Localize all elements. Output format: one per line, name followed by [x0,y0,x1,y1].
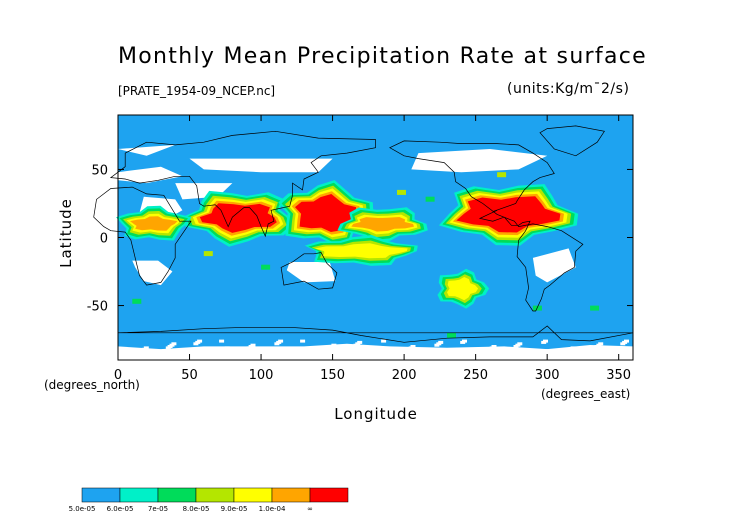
colorbar-swatch [119,487,159,503]
precip-patch-level-6 [295,194,357,232]
no-data-region [132,260,173,286]
no-data-cell [487,347,493,351]
no-data-cell [513,345,519,348]
no-data-cell [140,349,145,353]
no-data-cell [219,339,225,343]
no-data-cell [165,346,171,350]
precip-patch-level-6 [199,203,277,233]
colorbar-label: 9.0e-05 [221,505,248,513]
no-data-cell [463,349,469,353]
x-tick-label: 300 [535,368,560,383]
colorbar: 5.0e-05 6.0e-05 7e-05 8.0e-05 9.0e-05 1.0e-04… [69,487,349,513]
chart-subtitle: [PRATE_1954-09_NCEP.nc] [118,84,276,98]
y-tick-label: 50 [91,163,108,178]
coastline [280,252,338,290]
coastline [109,130,376,238]
precip-cell [261,264,271,270]
no-data-region [532,248,576,283]
coastline [117,325,634,343]
precip-patch-level-5 [351,217,414,232]
coastline [93,186,192,286]
no-data-cell [544,349,550,353]
no-data-cell [274,342,280,346]
no-data-cell [406,347,412,351]
precip-patch-level-6 [456,196,561,233]
colorbar-swatch [157,487,197,503]
precip-cell [397,189,406,195]
no-data-region [118,144,176,156]
colorbar-swatch [195,487,235,503]
precip-cell [447,332,456,338]
no-data-cell [221,349,226,353]
precip-patch-level-4 [447,277,479,301]
no-data-region [286,262,336,283]
coastline [389,140,584,312]
precip-cell [497,172,507,178]
x-axis-unit: (degrees_east) [541,387,631,401]
no-data-cell [382,349,388,353]
no-data-cell [434,343,440,347]
units-label: (units:Kg/m¯2/s) [507,81,630,97]
no-data-region [411,149,548,173]
y-axis-unit: (degrees_north) [44,378,140,392]
no-data-cell [246,346,252,350]
x-tick-label: 200 [392,368,417,383]
colorbar-label: 8.0e-05 [183,505,210,513]
no-data-cell [300,339,306,343]
x-tick-label: 50 [181,368,198,383]
colorbar-label: ∞ [307,505,313,513]
plot-area [93,114,634,361]
colorbar-label: 6.0e-05 [107,505,134,513]
precip-cell [590,305,600,311]
x-tick-label: 250 [463,368,488,383]
coastlines [93,125,634,343]
no-data-cell [327,346,333,350]
precip-cell [203,251,213,257]
no-data-cell [381,339,387,343]
colorbar-label: 1.0e-04 [259,505,286,513]
colorbar-label: 5.0e-05 [69,505,96,513]
no-data-cell [594,345,600,348]
no-data-cell [302,349,307,353]
colorbar-label: 7e-05 [148,505,168,513]
x-axis-title: Longitude [334,405,418,423]
no-data-region [118,166,183,184]
colorbar-swatch [309,487,349,503]
no-data-cell [460,340,466,344]
no-data-region [189,158,333,173]
colorbar-swatch [233,487,273,503]
precip-cell [425,196,435,202]
colorbar-swatch [271,487,311,503]
no-data-cell [353,343,359,347]
x-tick-label: 350 [606,368,631,383]
no-data-cell [118,349,123,353]
no-data-cell [620,342,626,346]
no-data-cell [193,342,199,346]
precip-patch-level-5 [130,216,178,231]
chart-title: Monthly Mean Precipitation Rate at surfa… [118,44,647,69]
precip-cell [132,298,142,304]
coastline [539,125,605,157]
no-data-cell [541,340,547,344]
x-tick-label: 150 [320,368,345,383]
colorbar-swatch [81,487,121,503]
precip-patch-level-4 [314,243,408,259]
y-axis: -50 0 50 [87,163,633,315]
x-tick-label: 0 [114,368,122,383]
y-tick-label: 0 [100,232,108,247]
y-tick-label: -50 [87,300,108,315]
precip-fields [116,172,600,338]
x-axis: 0 50 100 150 200 250 300 350 [114,115,631,383]
no-data-cell [566,349,572,353]
x-tick-label: 100 [249,368,274,383]
